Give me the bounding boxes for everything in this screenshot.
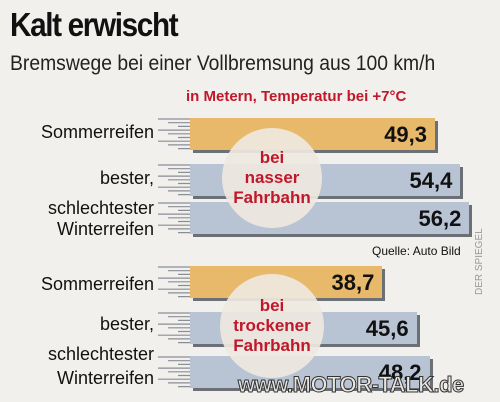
label-winter-dry: Winterreifen: [56, 368, 154, 388]
label-bester-dry: bester,: [99, 314, 154, 334]
dry-circle-line-1: bei: [259, 296, 285, 315]
chart-subtitle: Bremswege bei einer Vollbremsung aus 100…: [10, 52, 436, 75]
label-sommer-dry: Sommerreifen: [40, 274, 154, 294]
wet-circle-line-3: Fahrbahn: [233, 188, 311, 207]
value-label-wet-sommer: 49,3: [384, 122, 428, 147]
wet-circle-line-1: bei: [259, 148, 285, 167]
source-note: Quelle: Auto Bild: [372, 244, 461, 258]
dry-circle-line-3: Fahrbahn: [233, 336, 311, 355]
wet-road-circle: bei nasser Fahrbahn: [222, 128, 322, 228]
bar-wet-sommer: 49,3: [190, 118, 436, 150]
wet-circle-line-2: nasser: [244, 168, 300, 187]
dry-road-circle: bei trockener Fahrbahn: [220, 274, 324, 378]
value-label-wet-bester: 54,4: [409, 168, 453, 193]
value-label-dry-schlechtester: 48,2: [378, 360, 422, 385]
label-winter-wet: Winterreifen: [56, 219, 154, 239]
unit-note: in Metern, Temperatur bei +7°C: [186, 88, 407, 105]
side-credit: DER SPIEGEL: [474, 228, 485, 295]
dry-circle-line-2: trockener: [233, 316, 311, 335]
label-schlechtester-dry: schlechtester: [47, 344, 154, 364]
watermark: www.MOTOR-TALK.de: [238, 372, 465, 398]
value-label-dry-sommer: 38,7: [331, 270, 375, 295]
label-schlechtester-wet: schlechtester: [47, 198, 154, 218]
chart-title: Kalt erwischt: [10, 6, 179, 43]
label-sommer-wet: Sommerreifen: [40, 122, 154, 142]
label-bester-wet: bester,: [99, 168, 154, 188]
value-label-wet-schlechtester: 56,2: [418, 206, 462, 231]
value-label-dry-bester: 45,6: [365, 316, 409, 341]
